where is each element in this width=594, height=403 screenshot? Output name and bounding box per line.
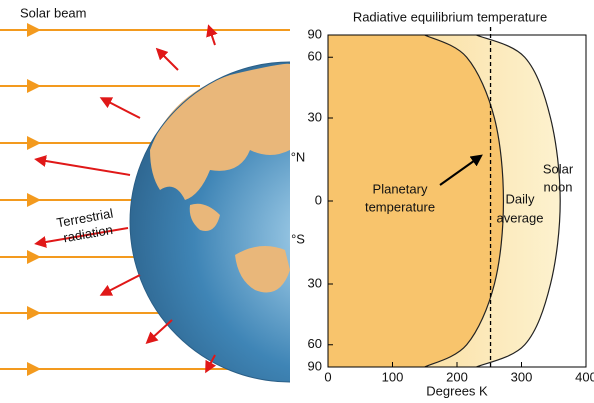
series-label: Solar [543,161,574,176]
x-tick-label: 400 [575,369,594,384]
series-label: Planetary [373,181,428,196]
curve [424,34,505,368]
x-tick-label: 100 [382,369,404,384]
daily-average-label: Daily [506,191,535,206]
terrestrial-arrows [34,24,218,374]
y-tick-label: 30 [308,275,322,290]
y-tick-label: 60 [308,336,322,351]
globe [129,61,290,383]
x-tick-label: 300 [511,369,533,384]
solar-beams [0,23,290,376]
area [328,35,504,367]
x-axis-label: Degrees K [426,383,488,398]
plot: 0 100 200 300 4009060300306090SolarnoonPlane… [308,26,594,384]
curve [476,34,561,368]
series-label: temperature [365,199,435,214]
y-tick-label: 30 [308,109,322,124]
x-tick-label: 200 [446,369,468,384]
x-tick-label: 0 [324,369,331,384]
chart-title: Radiative equilibrium temperature [353,9,547,24]
y-tick-label: 0 [315,192,322,207]
north-label: °N [291,149,306,164]
y-tick-label: 90 [308,358,322,373]
y-tick-label: 90 [308,26,322,41]
daily-average-label: average [497,210,544,225]
y-tick-label: 60 [308,49,322,64]
south-label: °S [291,231,305,246]
series-label: noon [544,179,573,194]
pointer-arrow [439,154,483,186]
solar-beam-label: Solar beam [20,5,86,20]
